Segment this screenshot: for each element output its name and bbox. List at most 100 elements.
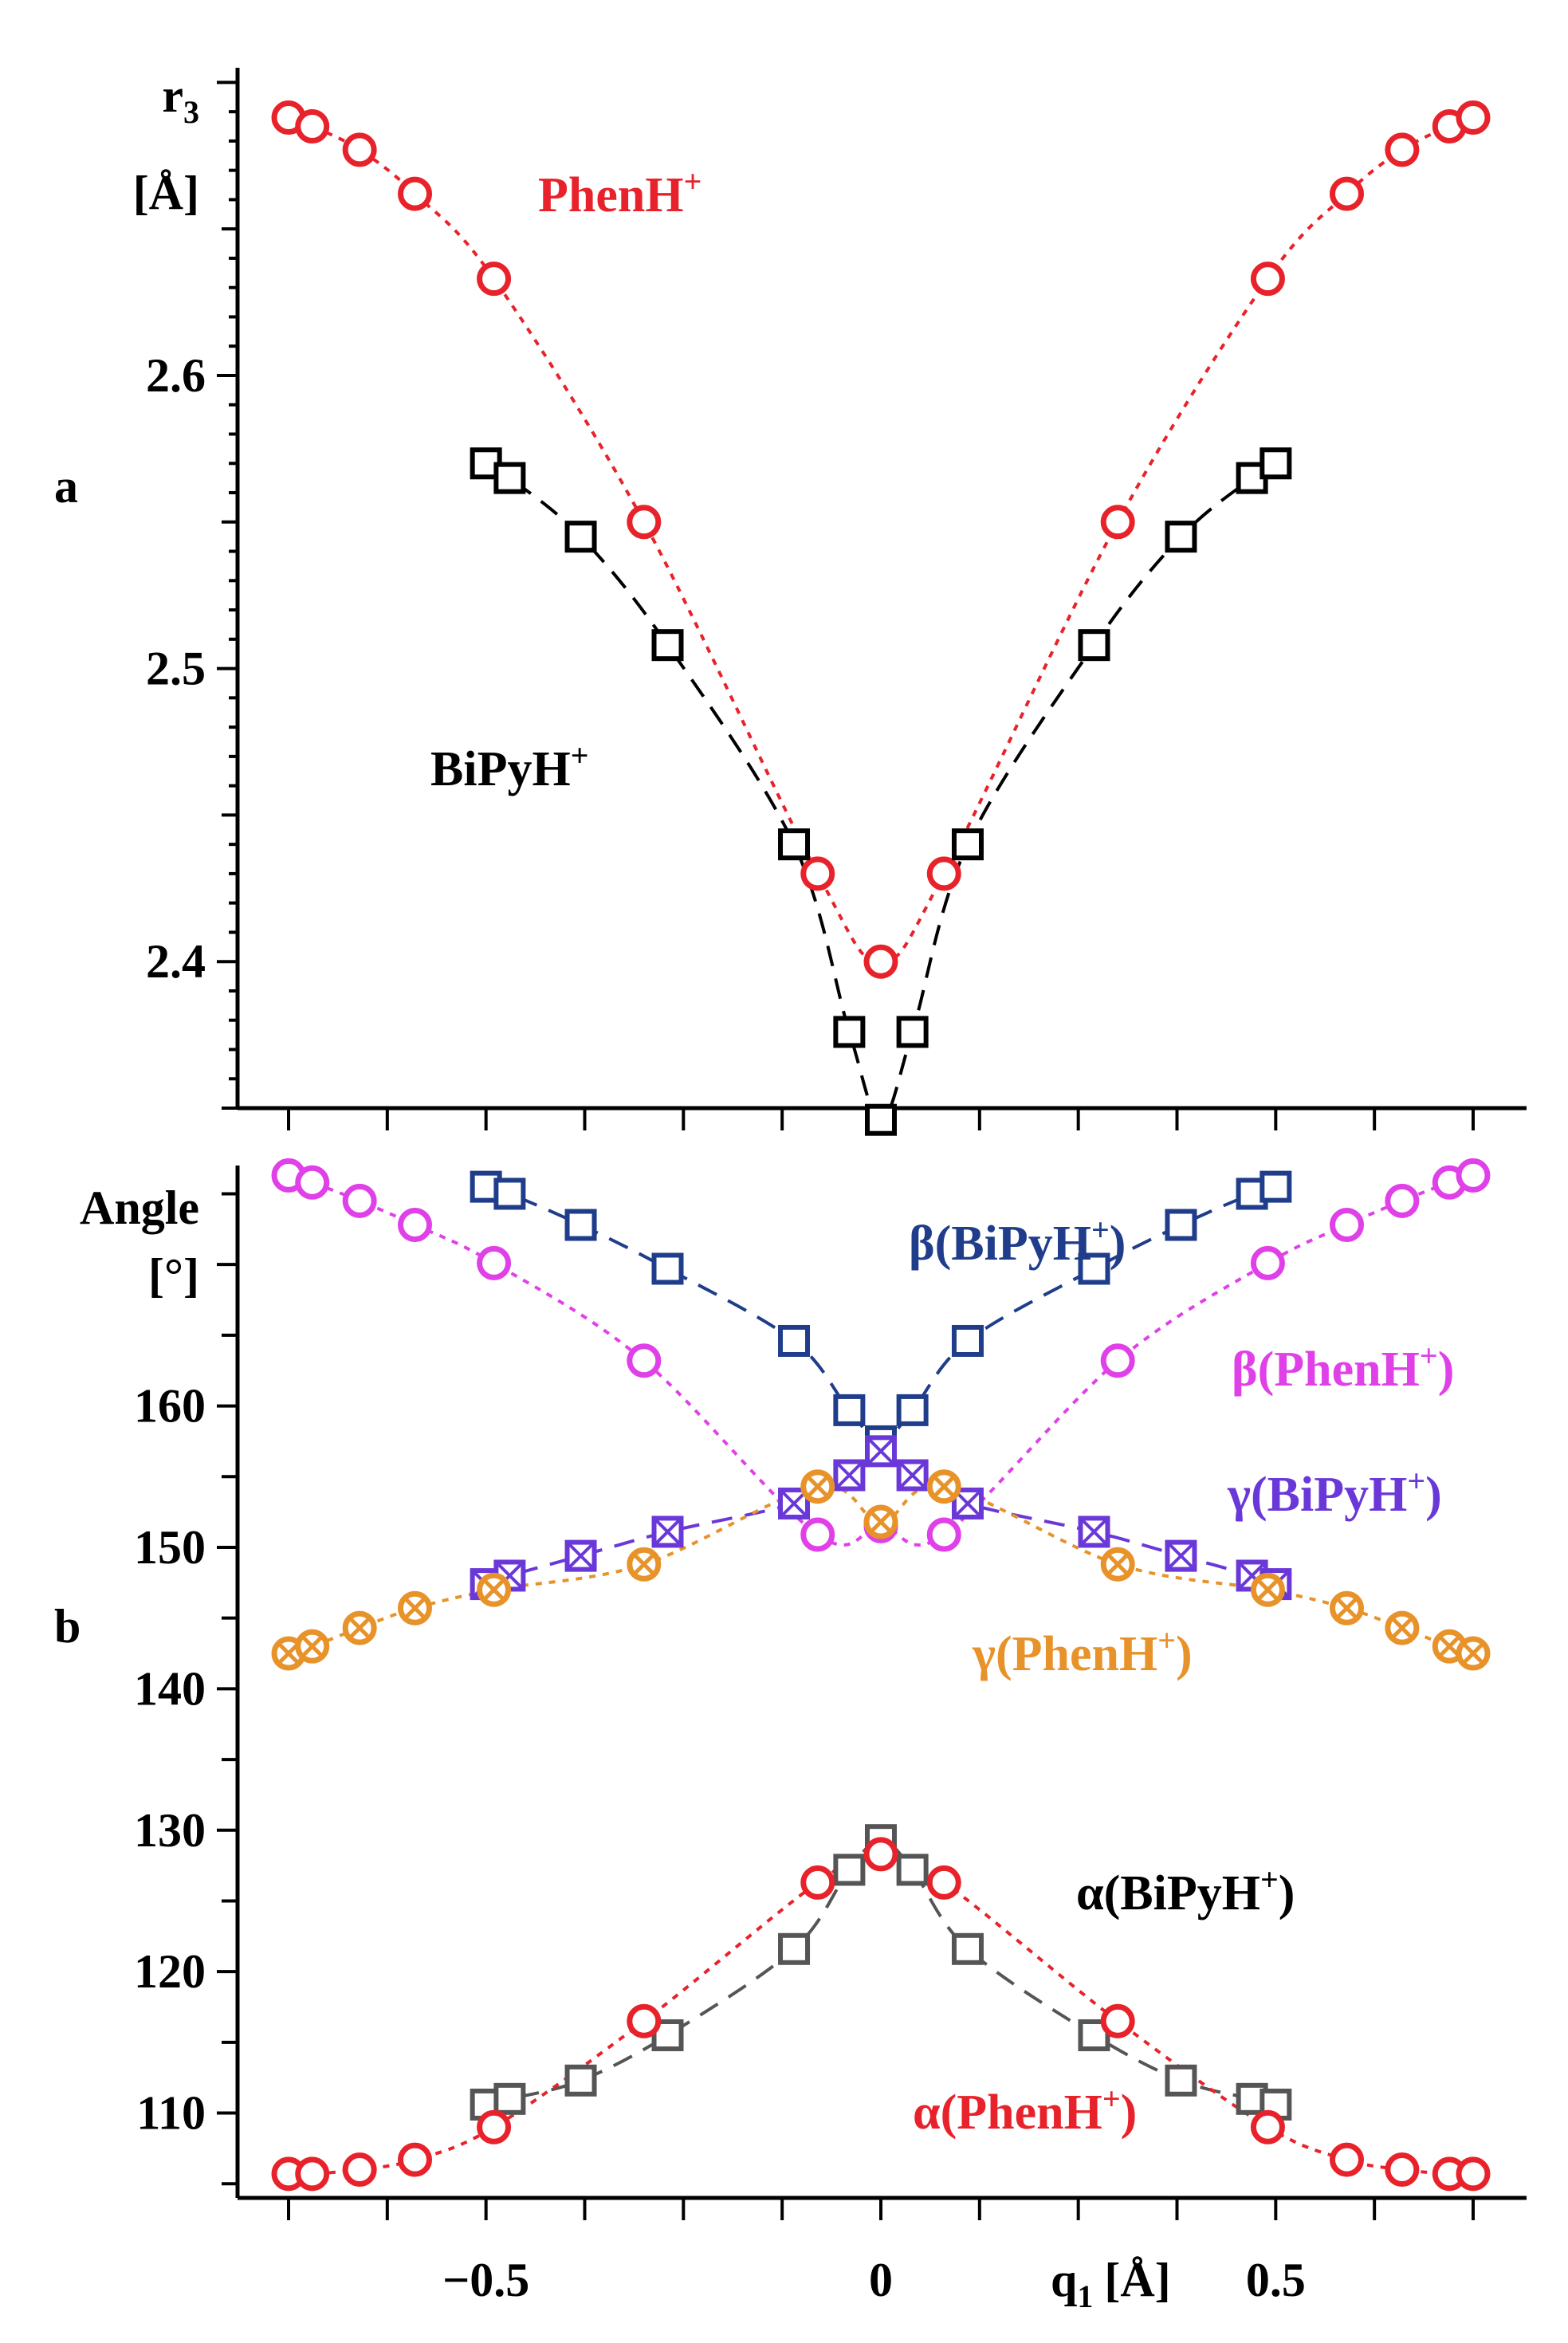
- panel-a-markers: [271, 100, 1491, 1136]
- label-alpha-bipyh-end: ): [1279, 1866, 1295, 1920]
- data-point-1-4-4: [778, 1932, 811, 1965]
- data-point-0-0-12: [1385, 132, 1420, 167]
- data-point-1-5-1: [295, 2156, 330, 2192]
- data-point-0-1-8: [951, 828, 984, 861]
- y-tick-label: 2.4: [146, 935, 206, 988]
- data-point-1-5-11: [1329, 2142, 1364, 2177]
- data-point-0-0-2: [342, 132, 377, 167]
- data-point-0-0-8: [926, 856, 961, 891]
- data-point-1-1-14: [1456, 1158, 1491, 1193]
- panel-a: 2.42.52.6 r3 [Å] a PhenH+ BiPyH+: [54, 68, 1527, 1136]
- data-point-1-5-8: [926, 1865, 961, 1900]
- data-point-0-1-12: [1260, 447, 1292, 480]
- label-phenh-a-sup: +: [684, 163, 702, 199]
- label-gamma-bipyh: γ(BiPyH+): [1227, 1463, 1442, 1522]
- data-point-1-4-1: [493, 2082, 526, 2115]
- data-point-0-1-5: [833, 1016, 866, 1048]
- data-point-0-0-3: [398, 176, 433, 211]
- panel-a-y-label-unit: [Å]: [133, 167, 199, 219]
- data-point-1-3-1: [295, 1629, 330, 1664]
- label-beta-bipyh-end: ): [1110, 1217, 1126, 1271]
- y-tick-label: 130: [134, 1804, 206, 1857]
- label-alpha-phenh-end: ): [1121, 2086, 1138, 2140]
- data-point-1-1-4: [477, 1245, 512, 1280]
- data-point-1-4-8: [951, 1932, 984, 1965]
- label-alpha-phenh: α(PhenH+): [913, 2081, 1137, 2140]
- panel-b-letter: b: [54, 1600, 81, 1653]
- label-phenh-a: PhenH+: [538, 163, 701, 222]
- x-tick-label: −0.5: [442, 2254, 529, 2306]
- data-point-1-1-8: [926, 1517, 961, 1552]
- label-gamma-bipyh-end: ): [1425, 1468, 1442, 1522]
- data-point-1-1-2: [342, 1183, 377, 1218]
- y-tick-label: 150: [134, 1521, 206, 1574]
- data-point-0-1-7: [896, 1016, 929, 1048]
- y-tick-label: 120: [134, 1945, 206, 1998]
- data-point-1-1-6: [800, 1517, 835, 1552]
- y-tick-label: 110: [136, 2087, 206, 2140]
- label-bipyh-a-sup: +: [571, 737, 589, 773]
- data-point-1-4-5: [833, 1854, 866, 1886]
- data-point-1-4-2: [564, 2064, 597, 2097]
- data-point-1-2-7: [896, 1459, 929, 1492]
- data-point-1-1-1: [295, 1165, 330, 1200]
- data-point-1-1-9: [1100, 1343, 1135, 1378]
- panel-a-y-label: r3: [162, 69, 199, 130]
- data-point-1-1-11: [1329, 1208, 1364, 1243]
- data-point-1-0-12: [1260, 1170, 1292, 1203]
- panel-b-y-label-unit: [°]: [148, 1249, 199, 1302]
- data-point-1-0-9: [1078, 1252, 1110, 1285]
- data-point-1-3-12: [1385, 1610, 1420, 1645]
- label-gamma-phenh-end: ): [1176, 1627, 1193, 1681]
- label-gamma-bipyh-sup: +: [1407, 1463, 1425, 1499]
- label-beta-phenh-sup: +: [1420, 1338, 1438, 1374]
- label-alpha-bipyh-main: α(BiPyH: [1076, 1866, 1260, 1920]
- data-point-1-1-5: [627, 1343, 662, 1378]
- panel-a-y-label-main: r: [162, 69, 183, 122]
- data-point-1-4-7: [896, 1854, 929, 1886]
- data-point-1-2-6: [865, 1435, 897, 1468]
- x-tick-label: 0: [869, 2254, 893, 2306]
- label-bipyh-a-main: BiPyH: [430, 742, 571, 796]
- data-point-1-0-7: [896, 1394, 929, 1426]
- data-point-1-3-14: [1456, 1636, 1491, 1671]
- data-point-1-2-10: [1165, 1539, 1197, 1572]
- data-point-0-1-1: [493, 462, 526, 494]
- data-point-1-0-8: [951, 1324, 984, 1357]
- data-point-1-2-5: [833, 1459, 866, 1492]
- data-point-0-1-10: [1165, 521, 1197, 553]
- label-beta-bipyh-main: β(BiPyH: [909, 1217, 1091, 1271]
- data-point-0-0-9: [1100, 505, 1135, 540]
- panel-a-ticks: 2.4 2.5 2.6: [146, 81, 1475, 1130]
- label-alpha-bipyh: α(BiPyH+): [1076, 1861, 1295, 1920]
- data-point-0-0-10: [1250, 261, 1285, 297]
- data-point-1-5-14: [1456, 2156, 1491, 2192]
- data-point-1-2-9: [1078, 1515, 1110, 1548]
- y-tick-label: 2.5: [146, 643, 206, 695]
- data-point-1-1-12: [1385, 1183, 1420, 1218]
- label-gamma-phenh: γ(PhenH+): [972, 1622, 1193, 1681]
- panel-b: 110 120 130 140 150 160 −0.5 0 0.5 Angle [°] b β…: [54, 1158, 1527, 2314]
- label-phenh-a-main: PhenH: [538, 168, 684, 222]
- label-alpha-bipyh-sup: +: [1260, 1861, 1279, 1897]
- data-point-1-3-5: [627, 1547, 662, 1582]
- y-tick-label: 2.6: [146, 349, 206, 402]
- label-alpha-phenh-sup: +: [1102, 2081, 1121, 2117]
- label-alpha-phenh-main: α(PhenH: [913, 2086, 1102, 2140]
- data-point-1-2-8: [951, 1487, 984, 1519]
- data-point-1-3-2: [342, 1610, 377, 1645]
- data-point-1-3-9: [1100, 1547, 1135, 1582]
- data-point-1-0-2: [564, 1209, 597, 1241]
- data-point-1-3-8: [926, 1469, 961, 1504]
- panel-a-y-label-sub: 3: [183, 94, 199, 130]
- data-point-0-0-11: [1329, 176, 1364, 211]
- x-axis-label: q1 [Å]: [1051, 2254, 1171, 2314]
- data-point-0-0-1: [295, 109, 330, 144]
- data-point-0-0-14: [1456, 100, 1491, 135]
- data-point-1-3-4: [477, 1572, 512, 1607]
- data-point-1-5-9: [1100, 2003, 1135, 2038]
- label-beta-bipyh: β(BiPyH+): [909, 1212, 1126, 1271]
- data-point-0-0-5: [627, 505, 662, 540]
- data-point-1-0-10: [1165, 1209, 1197, 1241]
